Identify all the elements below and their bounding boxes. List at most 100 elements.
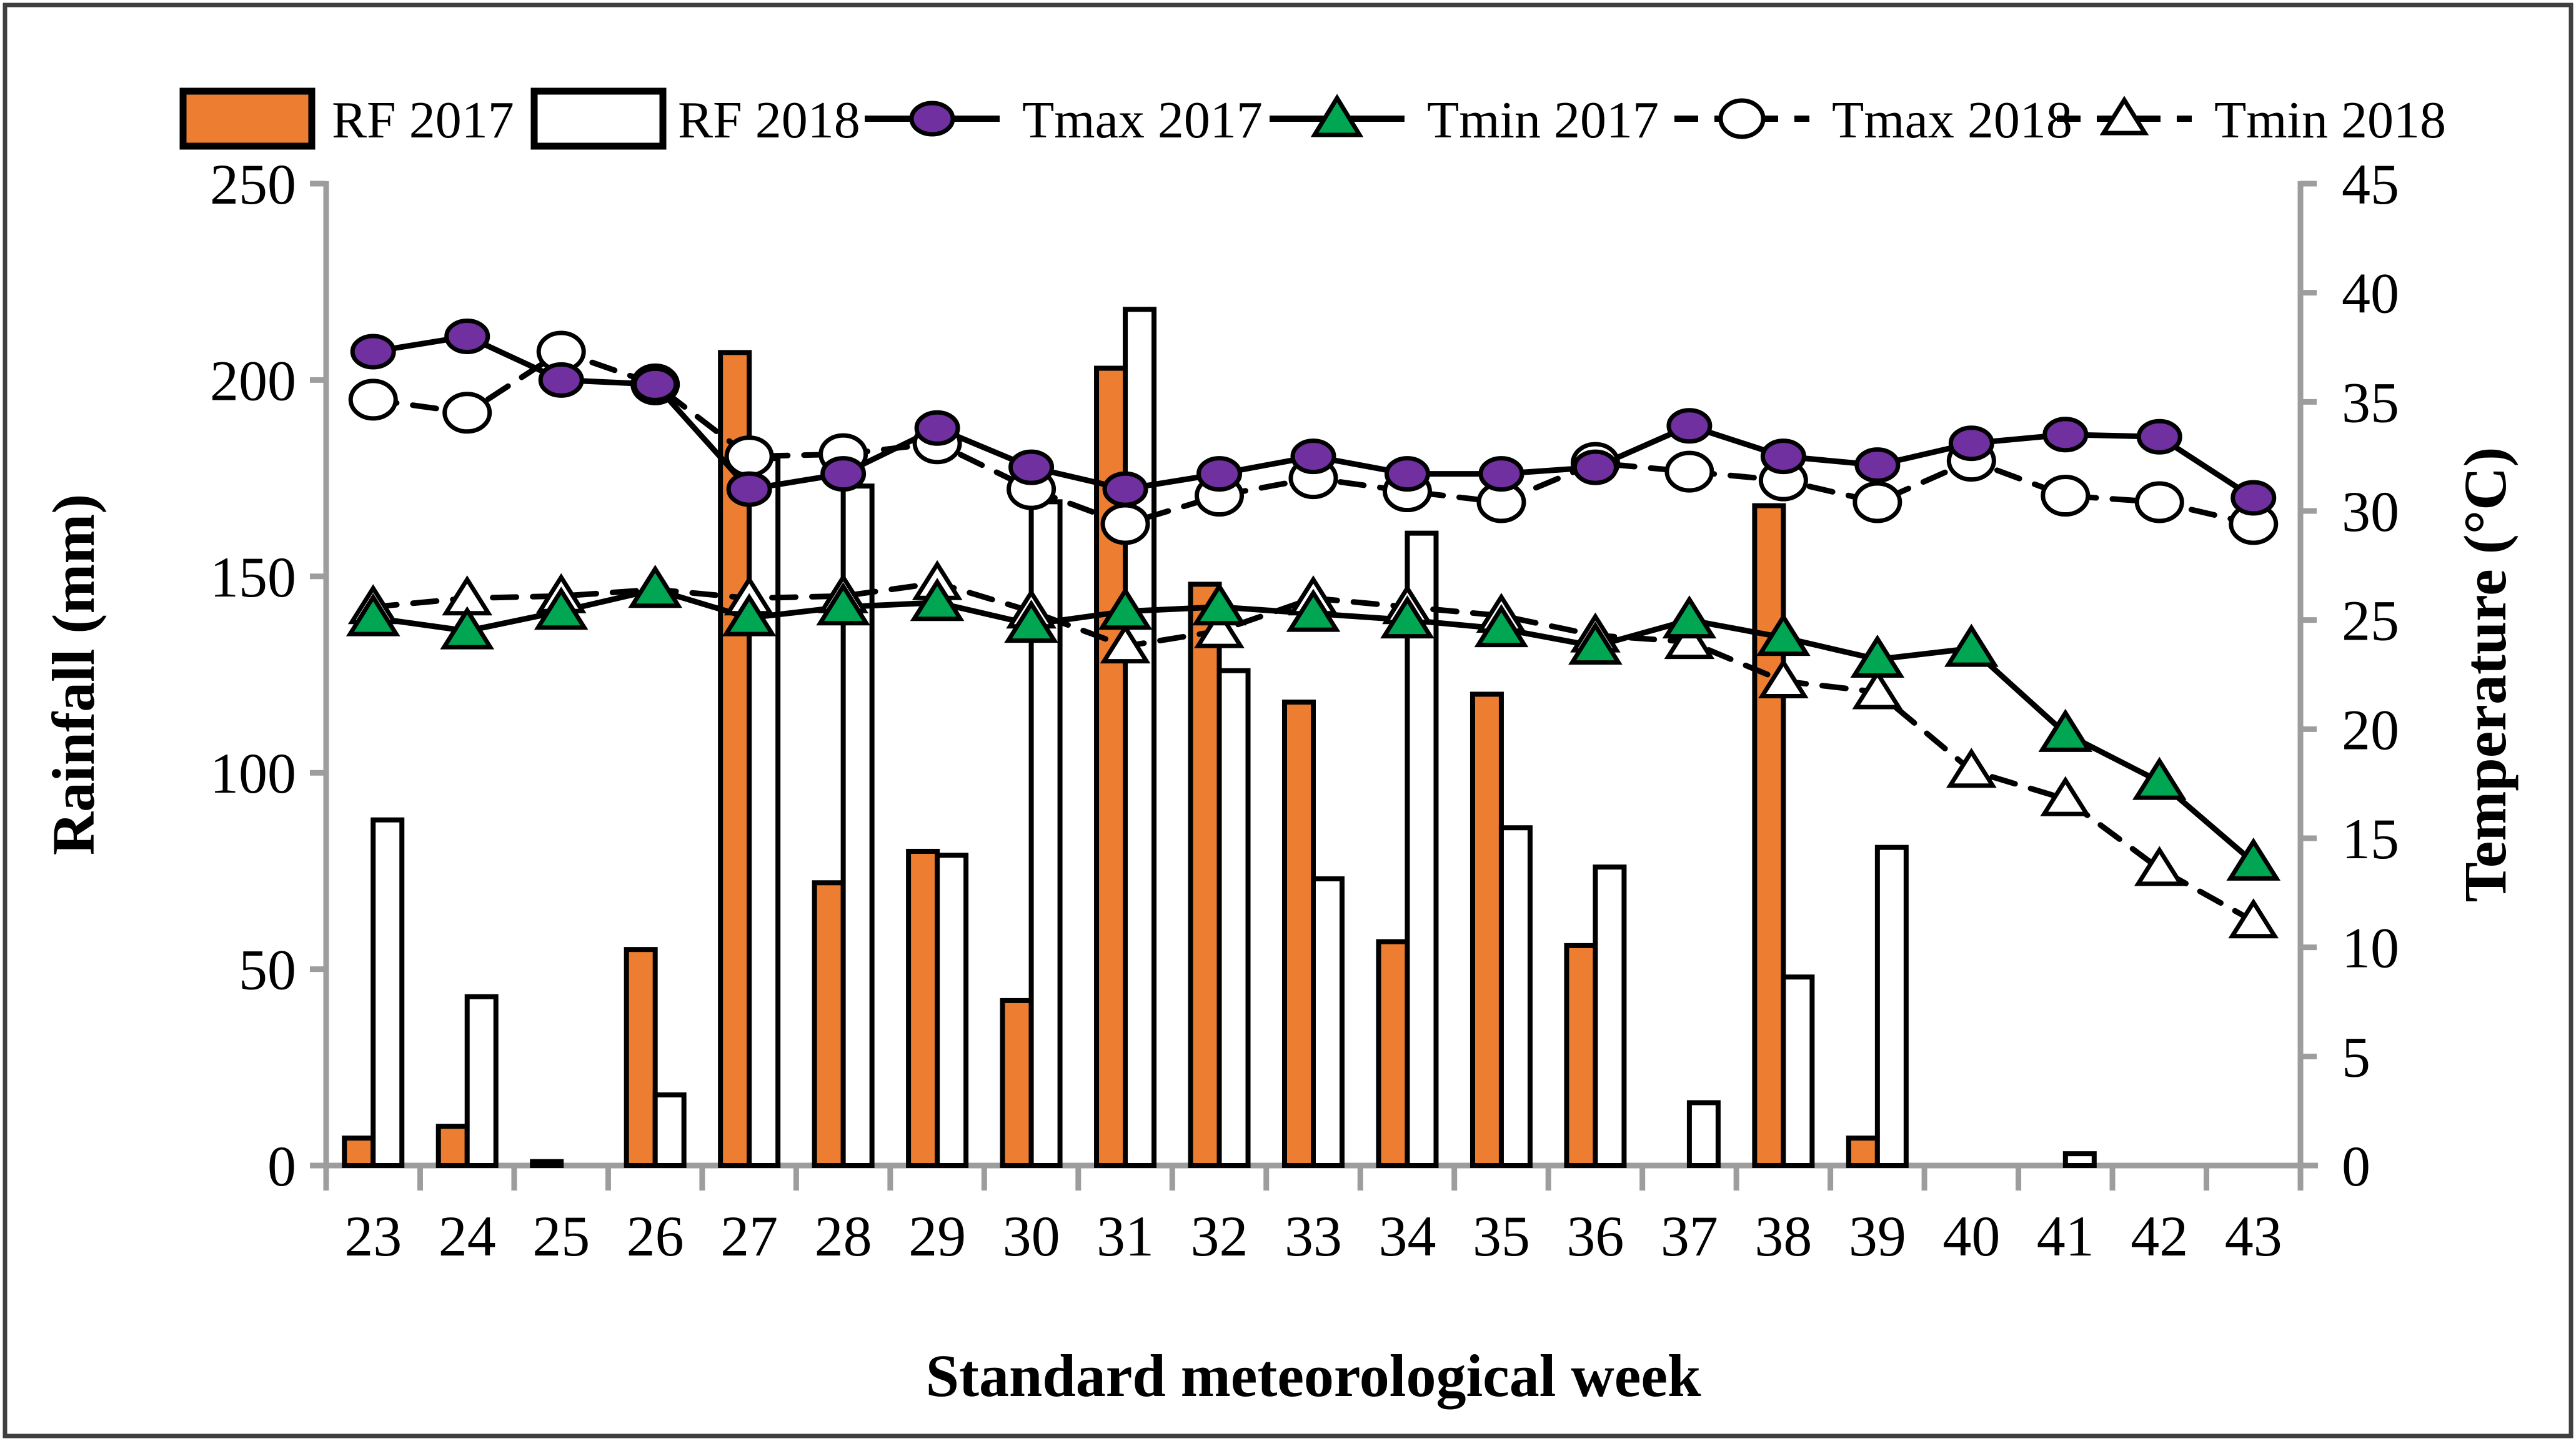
marker-tmax-2017-week-43	[2230, 480, 2277, 516]
bar-rf-2017-week-26	[624, 947, 658, 1169]
x-tick-label-week-25: 25	[532, 1204, 590, 1268]
marker-tmin-2018-week-31	[1100, 623, 1151, 664]
marker-tmax-2017-week-38	[1760, 438, 1806, 475]
marker-tmax-2018-week-42	[2134, 481, 2184, 523]
legend-item-tmin-2018: Tmin 2018	[2057, 91, 2446, 149]
x-tick-label-week-43: 43	[2225, 1204, 2282, 1268]
x-tick-label-week-23: 23	[344, 1204, 402, 1268]
circle-open-icon	[1718, 98, 1766, 139]
bar-rf-2017-week-23	[342, 1135, 376, 1169]
bar-rf-2018-week-24	[464, 994, 499, 1168]
marker-tmin-2017-week-43	[2226, 837, 2281, 881]
bar-rf-2017-week-34	[1376, 939, 1410, 1168]
x-tick-label-week-37: 37	[1661, 1204, 1718, 1268]
x-tick-label-week-41: 41	[2037, 1204, 2094, 1268]
legend-label: Tmin 2017	[1427, 91, 1659, 149]
bar-rf-2018-week-31	[1123, 307, 1157, 1169]
bar-rf-2018-week-33	[1311, 876, 1345, 1168]
legend-item-tmax-2018: Tmax 2018	[1674, 91, 2072, 149]
x-tick-label-week-31: 31	[1097, 1204, 1154, 1268]
marker-tmin-2017-week-27	[722, 593, 777, 636]
y-right-tick-label: 0	[2342, 1134, 2370, 1198]
y-left-tick-label: 50	[239, 938, 296, 1002]
marker-tmin-2018-week-39	[1852, 669, 1903, 710]
marker-tmin-2017-week-28	[816, 582, 870, 626]
marker-tmin-2018-week-37	[1664, 619, 1715, 660]
bar-rf-2017-week-30	[1000, 998, 1034, 1169]
bar-rf-2018-week-39	[1874, 844, 1909, 1168]
marker-tmax-2017-week-34	[1384, 456, 1430, 492]
marker-tmax-2017-week-27	[726, 471, 772, 507]
marker-tmin-2017-week-39	[1850, 634, 1905, 678]
marker-tmin-2018-week-32	[1194, 608, 1245, 648]
bar-rf-2018-week-27	[747, 456, 781, 1168]
marker-tmin-2017-week-23	[346, 593, 400, 636]
x-tick-label-week-29: 29	[908, 1204, 966, 1268]
triangle-filled-icon	[1310, 94, 1364, 137]
marker-tmax-2017-week-26	[632, 366, 679, 402]
bar-rf-2018-week-34	[1405, 530, 1439, 1168]
x-tick-label-week-26: 26	[627, 1204, 684, 1268]
x-tick-label-week-34: 34	[1378, 1204, 1436, 1268]
marker-tmax-2017-week-24	[444, 319, 490, 355]
marker-tmax-2017-week-30	[1008, 449, 1055, 485]
x-tick-label-week-42: 42	[2131, 1204, 2188, 1268]
legend-label: RF 2018	[678, 91, 860, 149]
y-left-tick-label: 150	[210, 545, 296, 609]
marker-tmax-2018-week-27	[724, 435, 774, 478]
marker-tmax-2018-week-23	[348, 379, 398, 421]
bar-rf-2017-week-29	[906, 848, 940, 1168]
bar-rf-2017-week-32	[1188, 582, 1222, 1168]
y-right-tick-label: 40	[2342, 262, 2399, 325]
marker-tmax-2017-week-33	[1290, 438, 1336, 475]
legend-item-rf-2017: RF 2017	[179, 87, 514, 150]
x-tick-label-week-33: 33	[1285, 1204, 1342, 1268]
y-left-tick-label: 0	[267, 1134, 296, 1198]
marker-tmin-2017-week-25	[534, 587, 589, 630]
legend-label: Tmax 2017	[1022, 91, 1263, 149]
y-left-tick-label: 200	[210, 349, 296, 412]
marker-tmax-2018-week-37	[1664, 450, 1714, 493]
bar-rf-2018-week-35	[1498, 825, 1533, 1169]
y-right-axis-title: Temperature (°C)	[2452, 447, 2519, 903]
y-right-tick-label: 45	[2342, 152, 2399, 216]
bar-rf-2018-week-41	[2062, 1151, 2097, 1168]
bar-rf-2017-week-35	[1470, 691, 1504, 1168]
marker-tmax-2017-week-32	[1196, 456, 1243, 492]
circle-filled-icon	[909, 101, 955, 137]
marker-tmax-2017-week-40	[1948, 425, 1994, 462]
marker-tmax-2017-week-36	[1572, 449, 1618, 485]
x-tick-label-week-36: 36	[1566, 1204, 1624, 1268]
bar-rf-2017-week-24	[435, 1124, 470, 1168]
marker-tmin-2017-week-37	[1662, 595, 1717, 639]
legend-label: Tmax 2018	[1832, 91, 2072, 149]
bar-rf-2018-week-36	[1593, 864, 1627, 1169]
marker-tmin-2017-week-26	[628, 565, 682, 608]
y-right-tick-label: 20	[2342, 698, 2399, 761]
y-right-tick-label: 5	[2342, 1025, 2370, 1089]
y-left-tick-label: 100	[210, 741, 296, 805]
marker-tmax-2017-week-31	[1102, 471, 1148, 507]
marker-tmax-2018-week-31	[1100, 503, 1150, 545]
marker-tmax-2017-week-25	[538, 362, 584, 398]
marker-tmin-2017-week-29	[910, 578, 965, 621]
bar-rf-2017-week-33	[1282, 700, 1316, 1168]
x-tick-label-week-35: 35	[1473, 1204, 1530, 1268]
bar-filled-swatch	[179, 87, 316, 150]
bar-open-swatch	[530, 87, 667, 150]
triangle-open-icon	[2099, 96, 2149, 136]
bar-rf-2018-week-26	[652, 1092, 687, 1169]
marker-tmin-2017-week-41	[2038, 708, 2093, 752]
marker-tmax-2017-week-29	[914, 410, 960, 446]
y-left-tick-label: 250	[210, 152, 296, 216]
y-right-tick-label: 30	[2342, 480, 2399, 543]
marker-tmax-2018-week-41	[2041, 475, 2091, 517]
marker-tmin-2018-week-38	[1758, 658, 1809, 698]
bar-rf-2017-week-38	[1752, 503, 1786, 1169]
marker-tmax-2017-week-39	[1854, 447, 1901, 483]
marker-tmin-2017-week-30	[1004, 600, 1058, 643]
marker-tmin-2017-week-36	[1568, 621, 1623, 665]
y-right-tick-label: 10	[2342, 916, 2399, 980]
